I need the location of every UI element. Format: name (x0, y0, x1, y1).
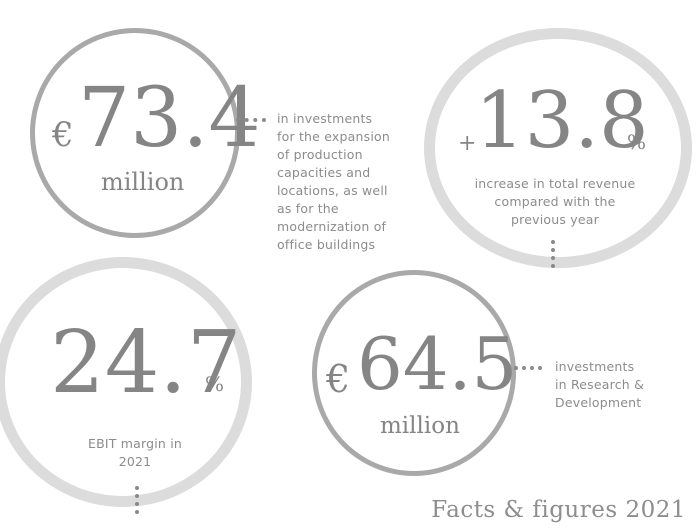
fact-description-rnd: investments in Research & Development (555, 359, 645, 410)
page-title: Facts & figures 2021 (431, 497, 686, 523)
percent-symbol: % (627, 130, 647, 154)
connector-dots (236, 118, 266, 122)
fact-value-revenue: 13.8 (475, 76, 649, 166)
fact-circle-capex (30, 28, 240, 238)
fact-value-capex: 73.4 (78, 71, 261, 166)
euro-symbol: € (52, 115, 74, 155)
fact-unit-rnd: million (380, 413, 460, 439)
connector-dots (135, 486, 139, 514)
connector-dots (514, 366, 542, 370)
fact-description-capex: in investments for the expansion of prod… (277, 111, 390, 252)
connector-dots (551, 240, 555, 268)
fact-circle-rnd (312, 270, 516, 476)
fact-circle-revenue (424, 28, 692, 268)
percent-symbol: % (205, 372, 225, 396)
fact-description-revenue: increase in total revenue compared with … (474, 176, 636, 227)
fact-unit-capex: million (101, 168, 185, 196)
fact-description-ebit: EBIT margin in 2021 (87, 436, 183, 469)
fact-value-rnd: 64.5 (357, 322, 518, 406)
fact-circle-ebit (0, 257, 252, 507)
euro-symbol: € (326, 357, 351, 401)
fact-value-ebit: 24.7 (50, 313, 242, 413)
plus-symbol: + (458, 131, 477, 156)
